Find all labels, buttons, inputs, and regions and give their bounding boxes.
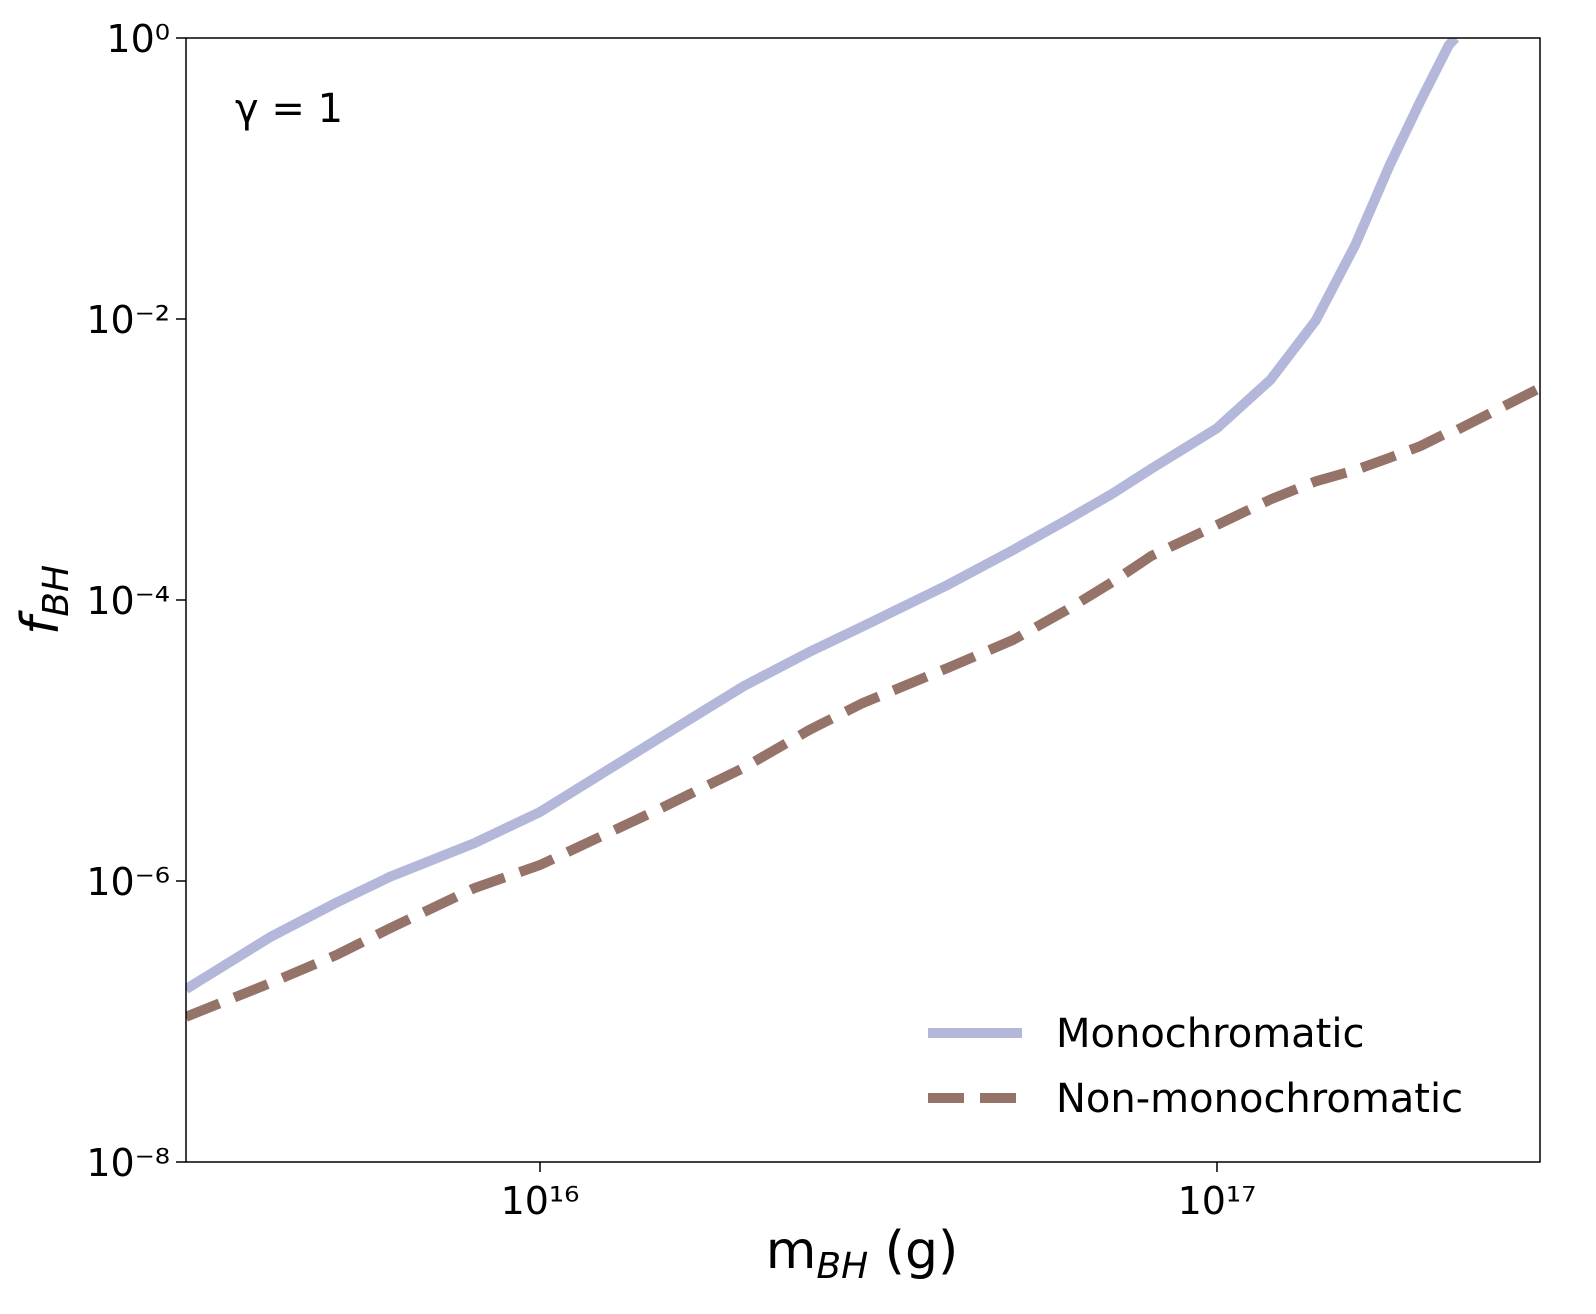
x-tick-label: 10¹⁷ — [1178, 1179, 1257, 1223]
legend-label: Non-monochromatic — [1056, 1076, 1463, 1122]
x-label-main: m — [766, 1221, 817, 1281]
plot-frame — [185, 37, 1541, 1163]
x-axis-label: mBH (g) — [766, 1221, 959, 1287]
y-tick-label: 10⁻⁴ — [86, 579, 170, 623]
x-tick-label: 10¹⁶ — [501, 1179, 580, 1223]
y-label-sub: BH — [36, 565, 77, 617]
series-line — [186, 38, 1460, 994]
y-axis-label: fBH — [11, 565, 77, 635]
annotation: γ = 1 — [235, 86, 343, 132]
series-line — [186, 383, 1540, 1022]
legend-label: Monochromatic — [1056, 1011, 1364, 1057]
x-label-sub: BH — [816, 1246, 868, 1287]
y-tick-label: 10⁻⁸ — [86, 1141, 170, 1185]
y-tick-label: 10⁰ — [106, 17, 170, 61]
y-tick-label: 10⁻⁶ — [86, 860, 170, 904]
x-label-unit: (g) — [868, 1221, 958, 1281]
y-tick-label: 10⁻² — [86, 298, 170, 342]
